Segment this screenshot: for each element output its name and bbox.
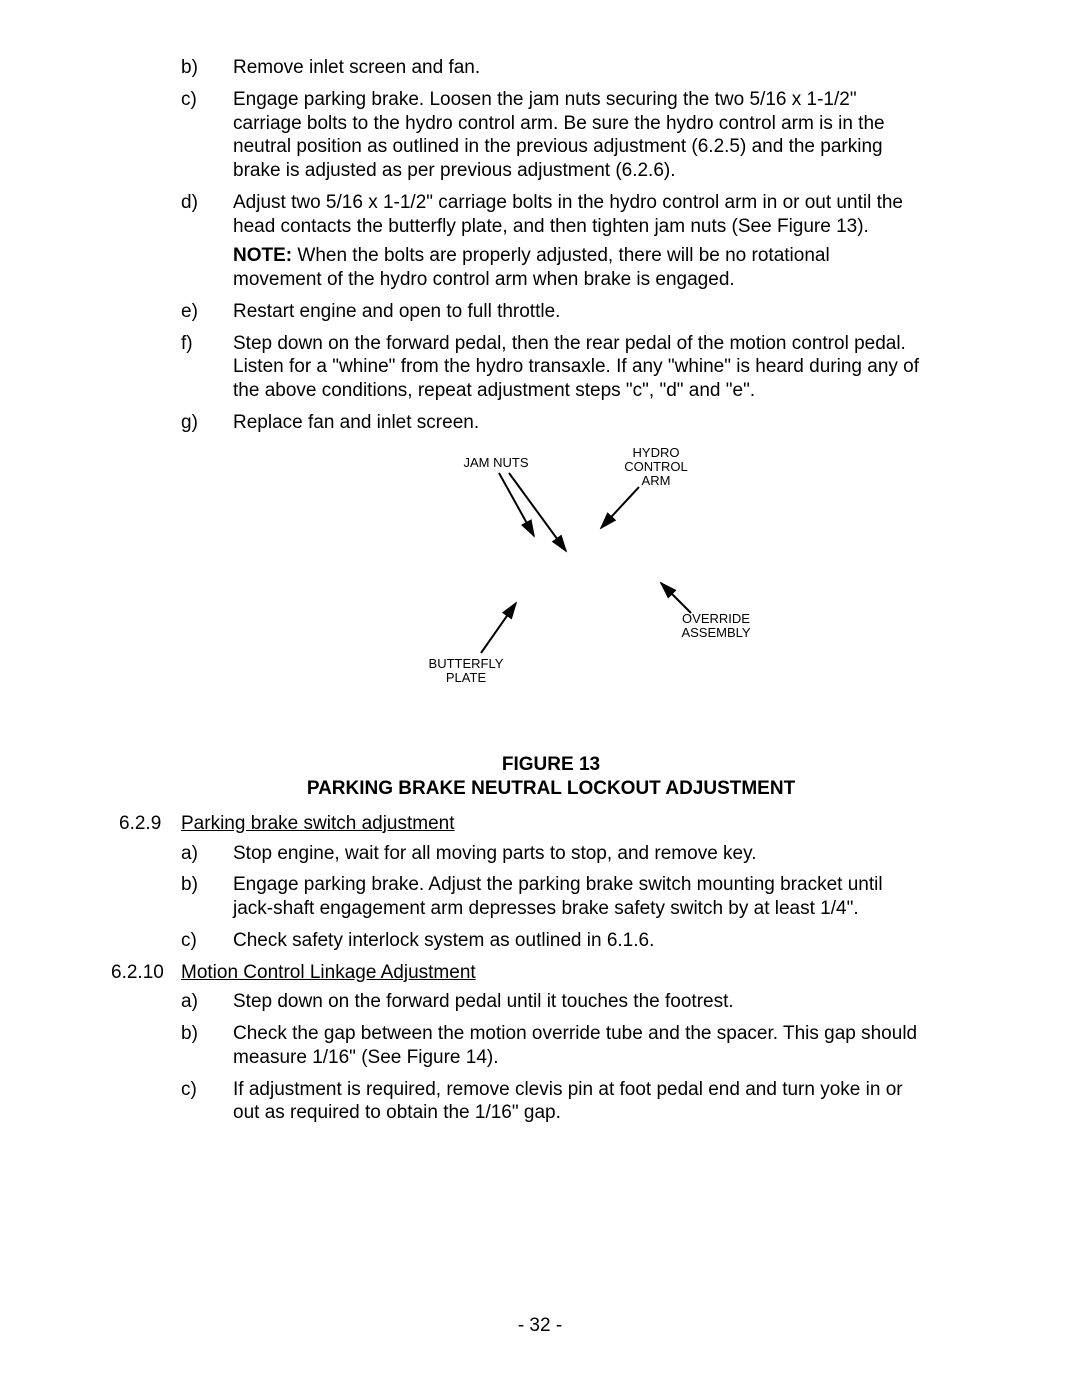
section-number: 6.2.9 xyxy=(119,812,181,836)
page: b) Remove inlet screen and fan. c) Engag… xyxy=(0,0,1080,1397)
diagram-svg: JAM NUTS HYDRO CONTROL ARM OVERRIDE ASSE… xyxy=(301,443,801,743)
item-marker: c) xyxy=(181,88,233,183)
item-text: Engage parking brake. Adjust the parking… xyxy=(233,873,921,921)
arrow-override xyxy=(661,583,691,613)
item-text: Step down on the forward pedal, then the… xyxy=(233,332,921,403)
list-item: e) Restart engine and open to full throt… xyxy=(181,300,921,324)
list-item: d) Adjust two 5/16 x 1-1/2" carriage bol… xyxy=(181,191,921,292)
label-jam-nuts: JAM NUTS xyxy=(464,455,529,470)
item-text: Restart engine and open to full throttle… xyxy=(233,300,921,324)
section-6-2-10: 6.2.10 Motion Control Linkage Adjustment xyxy=(181,961,921,985)
item-text: Remove inlet screen and fan. xyxy=(233,56,921,80)
list-item: f) Step down on the forward pedal, then … xyxy=(181,332,921,403)
figure-caption: FIGURE 13 PARKING BRAKE NEUTRAL LOCKOUT … xyxy=(181,753,921,802)
section-title: Parking brake switch adjustment xyxy=(181,812,455,836)
figure-caption-line-2: PARKING BRAKE NEUTRAL LOCKOUT ADJUSTMENT xyxy=(181,777,921,802)
arrow-jam-2 xyxy=(509,473,566,551)
item-marker: b) xyxy=(181,1022,233,1070)
page-number: - 32 - xyxy=(0,1314,1080,1338)
label-hydro-1: HYDRO xyxy=(633,445,680,460)
item-text: Replace fan and inlet screen. xyxy=(233,411,921,435)
label-hydro-3: ARM xyxy=(642,473,671,488)
item-text: Engage parking brake. Loosen the jam nut… xyxy=(233,88,921,183)
figure-13: JAM NUTS HYDRO CONTROL ARM OVERRIDE ASSE… xyxy=(181,443,921,743)
item-text: Check the gap between the motion overrid… xyxy=(233,1022,921,1070)
item-marker: a) xyxy=(181,990,233,1014)
item-text: Adjust two 5/16 x 1-1/2" carriage bolts … xyxy=(233,192,903,237)
list-item: b) Engage parking brake. Adjust the park… xyxy=(181,873,921,921)
content-area: b) Remove inlet screen and fan. c) Engag… xyxy=(181,56,921,1133)
item-text: Step down on the forward pedal until it … xyxy=(233,990,921,1014)
arrow-hydro xyxy=(601,487,639,528)
item-marker: c) xyxy=(181,929,233,953)
item-marker: c) xyxy=(181,1078,233,1126)
list-item: c) Check safety interlock system as outl… xyxy=(181,929,921,953)
list-item: a) Step down on the forward pedal until … xyxy=(181,990,921,1014)
item-marker: b) xyxy=(181,56,233,80)
label-butterfly-1: BUTTERFLY xyxy=(429,656,504,671)
arrow-butterfly xyxy=(481,603,516,653)
label-hydro-2: CONTROL xyxy=(624,459,688,474)
item-marker: g) xyxy=(181,411,233,435)
section-title: Motion Control Linkage Adjustment xyxy=(181,961,476,985)
item-marker: d) xyxy=(181,191,233,292)
item-text: Check safety interlock system as outline… xyxy=(233,929,921,953)
list-item: c) Engage parking brake. Loosen the jam … xyxy=(181,88,921,183)
list-item: b) Check the gap between the motion over… xyxy=(181,1022,921,1070)
note-label: NOTE: xyxy=(233,245,292,266)
item-marker: e) xyxy=(181,300,233,324)
figure-caption-line-1: FIGURE 13 xyxy=(181,753,921,778)
label-override-2: ASSEMBLY xyxy=(681,625,750,640)
item-text: If adjustment is required, remove clevis… xyxy=(233,1078,921,1126)
list-item: a) Stop engine, wait for all moving part… xyxy=(181,842,921,866)
section-6-2-9: 6.2.9 Parking brake switch adjustment xyxy=(181,812,921,836)
list-item: g) Replace fan and inlet screen. xyxy=(181,411,921,435)
section-6-2-9-items: a) Stop engine, wait for all moving part… xyxy=(181,842,921,953)
label-override-1: OVERRIDE xyxy=(682,611,750,626)
item-marker: b) xyxy=(181,873,233,921)
item-body: Adjust two 5/16 x 1-1/2" carriage bolts … xyxy=(233,191,921,292)
item-text: Stop engine, wait for all moving parts t… xyxy=(233,842,921,866)
item-marker: f) xyxy=(181,332,233,403)
note-text: When the bolts are properly adjusted, th… xyxy=(233,245,830,290)
list-item: b) Remove inlet screen and fan. xyxy=(181,56,921,80)
section-number: 6.2.10 xyxy=(111,961,181,985)
note-block: NOTE: When the bolts are properly adjust… xyxy=(233,244,921,292)
section-6-2-10-items: a) Step down on the forward pedal until … xyxy=(181,990,921,1125)
item-marker: a) xyxy=(181,842,233,866)
list-item: c) If adjustment is required, remove cle… xyxy=(181,1078,921,1126)
label-butterfly-2: PLATE xyxy=(446,670,487,685)
